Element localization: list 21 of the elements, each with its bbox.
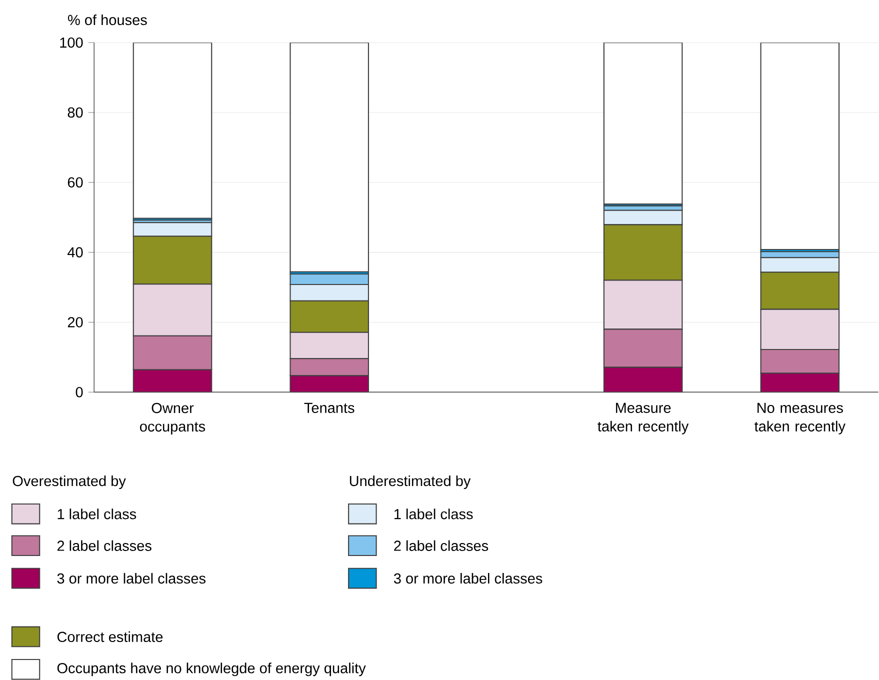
text: Overestimated by xyxy=(12,476,126,490)
x-tick-label: Owner occupants xyxy=(140,402,206,435)
y-tick-label: 0 xyxy=(76,387,83,398)
y-tick-label: 80 xyxy=(68,107,83,118)
legend-label: 2 label classes xyxy=(57,540,152,552)
x-tick-label: No measures taken recently xyxy=(754,402,846,434)
legend-label: 3 or more label classes xyxy=(394,573,542,584)
y-tick-label: 40 xyxy=(68,247,83,258)
x-tick-label: Tenants xyxy=(304,402,354,414)
text: Underestimated by xyxy=(350,476,471,490)
y-tick-label: 20 xyxy=(68,317,83,328)
x-tick-label: Measure taken recently xyxy=(598,402,689,434)
legend-label: Occupants have no knowlegde of energy quality xyxy=(57,662,366,676)
y-tick-label: 60 xyxy=(68,177,83,188)
legend-label: Correct estimate xyxy=(57,631,163,642)
y-axis-title: % of houses xyxy=(68,14,147,26)
legend-label: 3 or more label classes xyxy=(57,573,206,584)
y-tick-label: 100 xyxy=(60,38,83,48)
legend-label: 2 label classes xyxy=(394,540,488,552)
legend-label: 1 label class xyxy=(58,508,136,520)
legend-label: 1 label class xyxy=(394,508,473,520)
